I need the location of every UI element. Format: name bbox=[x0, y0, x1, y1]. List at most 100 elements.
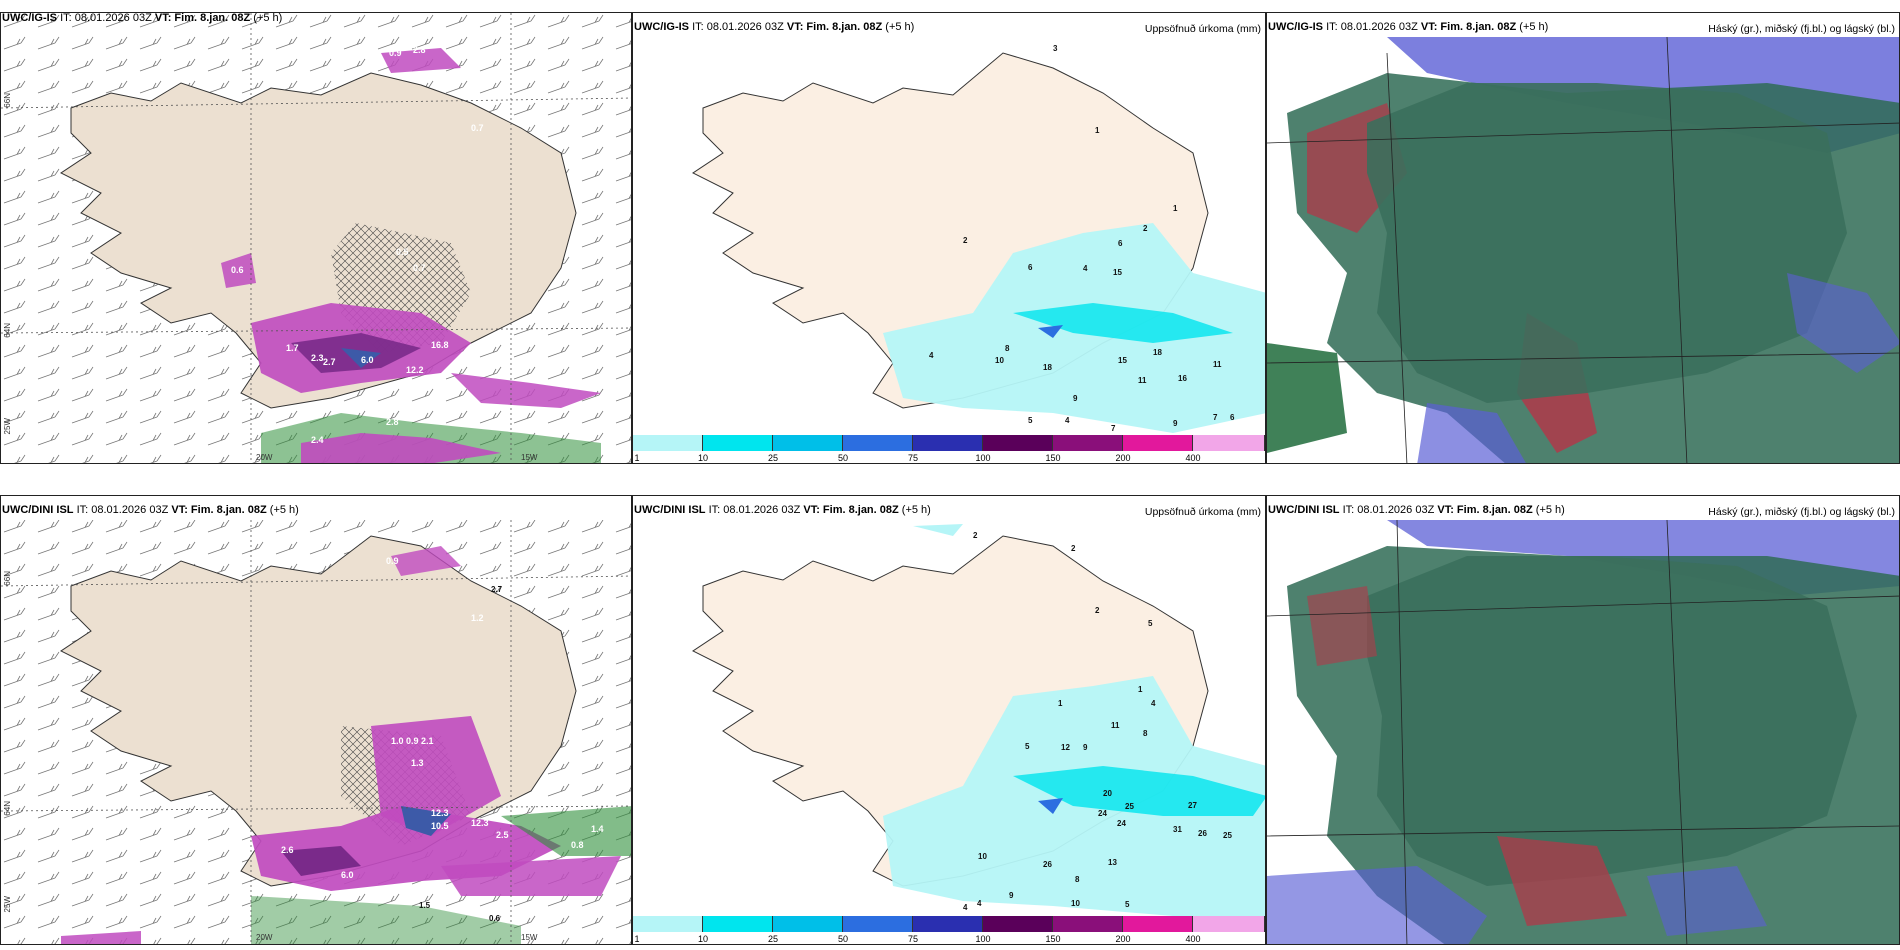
precip-value: 5 bbox=[1025, 742, 1030, 751]
precip-value: 24 bbox=[1098, 809, 1107, 818]
wind-value: 6.0 bbox=[361, 355, 374, 365]
wind-value: 2.4 bbox=[311, 435, 324, 445]
wind-value: 16.8 bbox=[431, 340, 449, 350]
wind-value: 2.8 bbox=[413, 45, 426, 55]
precip-value: 24 bbox=[1117, 819, 1126, 828]
colorbar-label: 50 bbox=[837, 934, 849, 944]
colorbar-label: 75 bbox=[907, 453, 919, 463]
precip-value: 9 bbox=[1009, 891, 1014, 900]
wind-value: 2.8 bbox=[386, 417, 399, 427]
wind-value: 0.9 bbox=[406, 736, 419, 746]
lon-label: 15W bbox=[521, 453, 538, 462]
precip-value: 7 bbox=[1111, 424, 1116, 433]
wind-value: 1.7 bbox=[286, 343, 299, 353]
wind-value: 2.7 bbox=[323, 357, 336, 367]
cloud-map-canvas bbox=[1267, 519, 1899, 944]
precip-colorbar: 1 10 25 50 75 100 150 200 400 bbox=[633, 916, 1265, 944]
precip-value: 11 bbox=[1111, 721, 1120, 730]
colorbar-segment bbox=[703, 916, 773, 932]
precip-value: 2 bbox=[1143, 224, 1148, 233]
precip-value: 6 bbox=[1230, 413, 1235, 422]
panel-title: UWC/DINI ISL IT: 08.01.2026 03Z VT: Fim.… bbox=[2, 504, 299, 516]
precip-value: 6 bbox=[1028, 263, 1033, 272]
precip-value: 8 bbox=[1075, 875, 1080, 884]
precip-value: 1 bbox=[1173, 204, 1178, 213]
lat-label: 66N bbox=[3, 571, 12, 586]
precip-value: 9 bbox=[1173, 419, 1178, 428]
precip-value: 27 bbox=[1188, 801, 1197, 810]
wind-value: 1.9 bbox=[401, 383, 414, 393]
wind-map-canvas: 0.9 2.7 1.2 1.0 0.9 2.1 1.3 12.3 10.5 12… bbox=[1, 520, 631, 944]
wind-value: 12.3 bbox=[431, 808, 449, 818]
wind-value: 1.7 bbox=[571, 413, 584, 423]
precip-map-canvas: 2 2 2 5 1 1 4 11 8 5 12 9 20 25 27 24 31… bbox=[692, 524, 1265, 916]
lat-label: 64N bbox=[3, 801, 12, 816]
wind-value: 2.7 bbox=[491, 585, 503, 594]
precip-value: 18 bbox=[1153, 348, 1162, 357]
wind-value: 12.3 bbox=[471, 818, 489, 828]
precip-value: 26 bbox=[1043, 860, 1052, 869]
wind-value: 1.0 bbox=[391, 736, 404, 746]
precip-value: 20 bbox=[1103, 789, 1112, 798]
precip-value: 1 bbox=[1138, 685, 1143, 694]
panel-title: UWC/IG-IS IT: 08.01.2026 03Z VT: Fim. 8.… bbox=[634, 21, 915, 33]
precip-value: 2 bbox=[963, 236, 968, 245]
precip-value: 10 bbox=[978, 852, 987, 861]
panel-right-title: Uppsöfnuð úrkoma (mm) bbox=[1144, 23, 1261, 35]
precip-value: 1 bbox=[1058, 699, 1063, 708]
lon-label: 25W bbox=[3, 418, 12, 435]
panel-title: UWC/IG-IS IT: 08.01.2026 03Z VT: Fim. 8.… bbox=[1268, 21, 1549, 33]
colorbar-label: 25 bbox=[767, 934, 779, 944]
colorbar-segment bbox=[913, 435, 983, 451]
precip-colorbar: 1 10 25 50 75 100 150 200 400 bbox=[633, 435, 1265, 463]
colorbar-label: 100 bbox=[975, 934, 991, 944]
lon-label: 20W bbox=[256, 453, 273, 462]
lon-label: 25W bbox=[3, 896, 12, 913]
precip-map-top: UWC/IG-IS IT: 08.01.2026 03Z VT: Fim. 8.… bbox=[632, 12, 1266, 464]
precip-value: 25 bbox=[1223, 831, 1232, 840]
precip-value: 4 bbox=[929, 351, 934, 360]
wind-value: 0.6 bbox=[489, 914, 501, 923]
precip-value: 5 bbox=[1148, 619, 1153, 628]
lat-label: 64N bbox=[3, 323, 12, 338]
colorbar-label: 200 bbox=[1115, 453, 1131, 463]
colorbar-label: 10 bbox=[697, 453, 709, 463]
precip-value: 11 bbox=[1213, 360, 1222, 369]
wind-value: 2.6 bbox=[281, 845, 294, 855]
precip-value: 9 bbox=[1073, 394, 1078, 403]
colorbar-segment bbox=[773, 435, 843, 451]
wind-map-canvas: 0.9 2.8 0.7 0.5 0.7 0.6 1.7 2.3 2.7 6.0 … bbox=[1, 13, 631, 463]
wind-value: 3.2 bbox=[396, 400, 409, 410]
precip-value: 8 bbox=[1143, 729, 1148, 738]
wind-value: 6.0 bbox=[341, 870, 354, 880]
precip-value: 16 bbox=[1178, 374, 1187, 383]
precip-value: 4 bbox=[963, 903, 968, 912]
precip-value: 5 bbox=[1028, 416, 1033, 425]
panel-title: UWC/IG-IS IT: 08.01.2026 03Z VT: Fim. 8.… bbox=[2, 12, 283, 24]
colorbar-label: 150 bbox=[1045, 934, 1061, 944]
colorbar-segment bbox=[1053, 916, 1123, 932]
panel-title: UWC/DINI ISL IT: 08.01.2026 03Z VT: Fim.… bbox=[1268, 504, 1565, 516]
colorbar-label: 150 bbox=[1045, 453, 1061, 463]
wind-value: 1.5 bbox=[419, 901, 431, 910]
colorbar-label: 100 bbox=[975, 453, 991, 463]
precip-value: 2 bbox=[973, 531, 978, 540]
colorbar-label: 200 bbox=[1115, 934, 1131, 944]
precip-value: 12 bbox=[1061, 743, 1070, 752]
precip-value: 4 bbox=[1151, 699, 1156, 708]
colorbar-segment bbox=[1123, 916, 1193, 932]
wind-value: 0.9 bbox=[389, 48, 402, 58]
colorbar-label: 400 bbox=[1185, 934, 1201, 944]
wind-precip-map-bottom: UWC/DINI ISL IT: 08.01.2026 03Z VT: Fim.… bbox=[0, 495, 632, 945]
wind-value: 4.3 bbox=[531, 413, 544, 423]
colorbar-segment bbox=[913, 916, 983, 932]
wind-value: 1.2 bbox=[471, 613, 484, 623]
colorbar-label: 400 bbox=[1185, 453, 1201, 463]
colorbar-label: 25 bbox=[767, 453, 779, 463]
wind-value: 2.1 bbox=[421, 736, 434, 746]
wind-value: 2.5 bbox=[496, 830, 509, 840]
lon-label: 20W bbox=[256, 933, 273, 942]
precip-value: 11 bbox=[1138, 376, 1147, 385]
panel-right-title: Háský (gr.), miðský (fj.bl.) og lágský (… bbox=[1708, 23, 1895, 35]
wind-value: 0.6 bbox=[231, 265, 244, 275]
